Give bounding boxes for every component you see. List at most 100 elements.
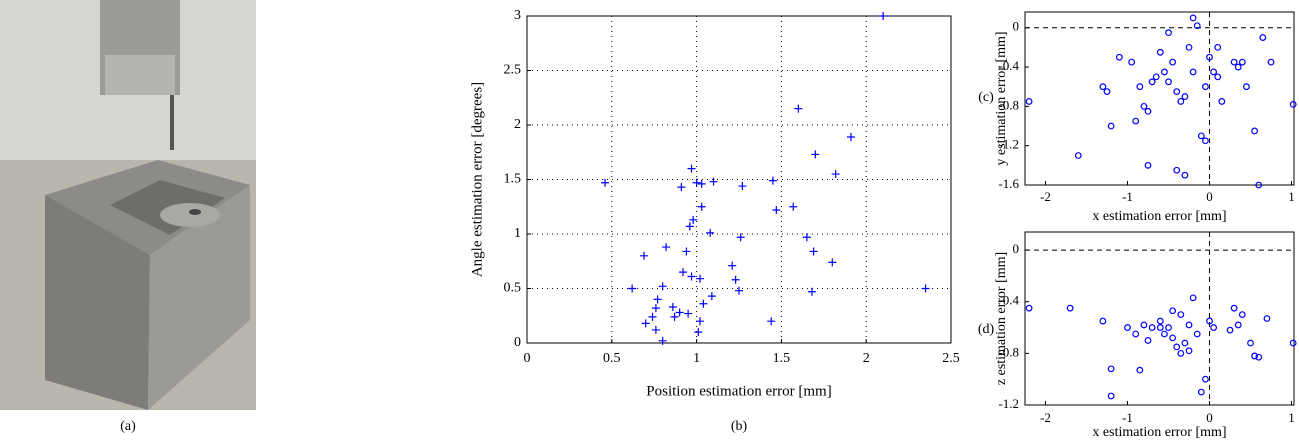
x-tick-label: -2 [1040, 410, 1051, 425]
point [706, 228, 715, 237]
y-tick-label: -0.4 [998, 293, 1019, 308]
point [1210, 324, 1218, 331]
point [738, 182, 747, 191]
y-axis-label: z estimation error [mm] [994, 252, 1009, 385]
point [1099, 83, 1107, 91]
point [1165, 324, 1172, 331]
point [640, 251, 649, 260]
point [1161, 330, 1168, 338]
point [648, 312, 657, 321]
point [697, 202, 706, 211]
point [1202, 83, 1209, 91]
x-axis-label: x estimation error [mm] [1092, 425, 1226, 440]
point [1128, 58, 1136, 66]
point [1189, 68, 1197, 76]
y-tick-label: 3 [514, 8, 521, 23]
x-tick-label: 1 [1288, 410, 1295, 425]
point [709, 177, 718, 186]
point [1197, 388, 1205, 396]
point [1152, 73, 1160, 81]
y-tick-label: 0 [1013, 19, 1020, 34]
point [1107, 392, 1115, 400]
y-tick-label: -1.6 [998, 176, 1019, 191]
y-tick-label: -1.2 [998, 396, 1019, 411]
point [1255, 353, 1263, 361]
point [879, 12, 888, 20]
point [679, 268, 688, 277]
y-tick-label: 1 [514, 226, 521, 241]
point [692, 178, 701, 187]
point [1197, 132, 1205, 140]
x-tick-label: 1.5 [773, 351, 791, 366]
point [1173, 88, 1181, 96]
y-tick-label: 2.5 [504, 63, 522, 78]
point [807, 287, 816, 296]
y-tick-label: -0.4 [998, 58, 1019, 73]
point [1289, 339, 1297, 347]
x-tick-label: 0 [524, 351, 531, 366]
point [1210, 68, 1218, 76]
point [1103, 88, 1111, 96]
point [1148, 78, 1156, 86]
point [1181, 339, 1189, 347]
photo [0, 0, 256, 410]
point [668, 303, 677, 312]
point [699, 299, 708, 308]
point [828, 258, 837, 267]
point [662, 243, 671, 252]
x-tick-label: 0 [1206, 189, 1213, 204]
point [1144, 161, 1152, 169]
point [1185, 43, 1193, 51]
point [772, 206, 781, 215]
point [1263, 315, 1271, 322]
point [687, 164, 696, 173]
point [1243, 83, 1250, 91]
point [1234, 63, 1242, 71]
point [809, 247, 818, 256]
point [658, 336, 667, 345]
x-tick-label: 0 [1206, 410, 1213, 425]
point [1251, 352, 1259, 360]
point [675, 308, 684, 317]
point [831, 170, 840, 179]
point [1218, 98, 1226, 105]
point [1144, 107, 1152, 115]
point [811, 150, 820, 159]
point [1136, 366, 1144, 374]
point [1185, 321, 1193, 329]
point [687, 272, 696, 281]
point [1173, 343, 1181, 351]
point [1202, 375, 1209, 383]
point [1230, 304, 1238, 312]
point [1214, 43, 1222, 51]
point [1025, 304, 1033, 312]
point [1230, 58, 1238, 66]
y-tick-label: 0.5 [504, 281, 522, 296]
point [1074, 152, 1082, 159]
point [697, 179, 706, 188]
x-tick-label: 2.5 [942, 351, 960, 366]
point [802, 233, 811, 242]
y-tick-label: -0.8 [998, 97, 1019, 112]
point [1206, 317, 1213, 325]
point [768, 176, 777, 185]
point [1099, 317, 1107, 325]
panel-caption: (d) [978, 322, 995, 337]
point [641, 319, 650, 328]
point [670, 312, 679, 321]
point [677, 183, 686, 192]
point [1173, 166, 1181, 174]
point [1177, 311, 1185, 319]
point [1193, 22, 1201, 30]
y-tick-label: 0 [1013, 241, 1020, 256]
point [628, 284, 637, 293]
point [1238, 58, 1246, 66]
point [1251, 127, 1259, 135]
y-tick-label: -1.2 [998, 137, 1019, 152]
point [689, 215, 698, 224]
point [1289, 100, 1297, 108]
point [1132, 117, 1140, 125]
point [695, 274, 704, 283]
point [1185, 347, 1193, 355]
